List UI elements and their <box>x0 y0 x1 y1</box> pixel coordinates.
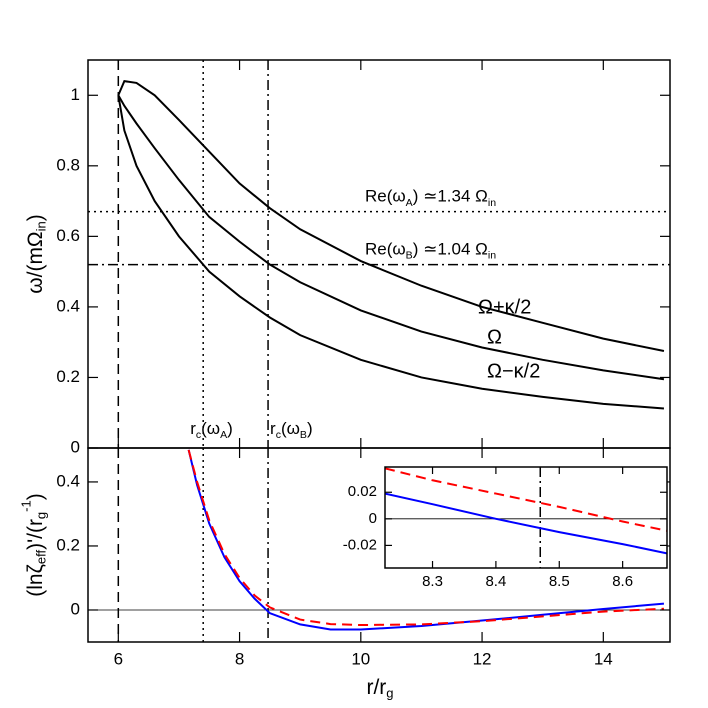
plot-frame <box>384 466 668 569</box>
y-axis-label-sup: -1 <box>19 500 34 512</box>
y-tick-label: 0 <box>71 437 80 456</box>
curve-label: Ω+κ/2 <box>478 296 531 318</box>
y-tick-label: 0.8 <box>56 155 80 174</box>
x-tick-label: 8.5 <box>549 573 570 590</box>
h-ref-label: Re(ωA​) ≃1.34 Ωin​ <box>365 187 496 208</box>
data-line <box>117 80 665 352</box>
v-ref-label-sub: A <box>220 429 227 441</box>
y-tick-label: 0.02 <box>348 483 377 500</box>
data-line <box>385 467 667 532</box>
h-ref-label-sub: in <box>488 197 496 209</box>
y-tick-label: 0.2 <box>56 367 80 386</box>
y-axis-label-part: )'/(r <box>24 519 47 550</box>
y-axis-label-part: (lnζ <box>24 564 47 597</box>
data-line <box>187 449 665 631</box>
x-axis-label: r/rg​ <box>366 676 393 701</box>
plot-frame <box>87 447 671 643</box>
y-axis-label: ω/(mΩin​) <box>24 214 49 294</box>
x-axis-label-part: r/r <box>366 676 386 699</box>
v-ref-label-sub: c <box>276 429 281 441</box>
x-tick-label: 10 <box>351 649 370 668</box>
y-tick-label: 0.4 <box>56 471 80 490</box>
y-tick-label: 0 <box>71 599 80 618</box>
h-ref-label-part: Re(ω <box>365 240 406 259</box>
h-ref-label-sub: in <box>488 249 496 261</box>
y-axis-label-part: ω/(mΩ <box>24 231 47 293</box>
v-ref-label-part: r <box>190 419 196 438</box>
v-ref-label: rc​(ωA​) <box>190 419 233 440</box>
y-tick-label: 0.2 <box>56 535 80 554</box>
panel <box>385 467 667 568</box>
x-tick-label: 8.3 <box>422 573 443 590</box>
y-axis-label-sub: in <box>34 221 49 231</box>
inset-background <box>385 467 667 568</box>
h-ref-label-sub: A <box>406 197 413 209</box>
x-tick-label: 14 <box>594 649 613 668</box>
x-tick-label: 8 <box>235 649 244 668</box>
y-tick-label: 0.6 <box>56 226 80 245</box>
y-tick-label: -0.02 <box>343 536 377 553</box>
v-ref-label-part: (ω <box>281 419 300 438</box>
h-ref-label: Re(ωB​) ≃1.04 Ωin​ <box>365 240 496 261</box>
v-ref-label-sub: c <box>196 429 201 441</box>
h-ref-label-part: ) ≃1.04 Ω <box>413 240 488 259</box>
x-tick-label: 8.6 <box>612 573 633 590</box>
x-tick-label: 6 <box>114 649 123 668</box>
x-tick-label: 8.4 <box>485 573 506 590</box>
curve-label: Ω <box>487 326 502 348</box>
v-ref-label: rc​(ωB​) <box>270 419 313 440</box>
data-line <box>385 492 667 555</box>
y-tick-label: 0 <box>369 510 377 527</box>
data-line <box>117 94 665 381</box>
v-ref-label-part: ) <box>227 419 233 438</box>
v-ref-label-part: (ω <box>201 419 220 438</box>
h-ref-label-part: ) ≃1.34 Ω <box>413 187 488 206</box>
v-ref-label-sub: B <box>300 429 307 441</box>
y-tick-label: 1 <box>71 85 80 104</box>
y-axis-label-part: ) <box>24 214 47 221</box>
panel <box>88 60 670 448</box>
data-line <box>187 449 664 627</box>
y-tick-label: 0.4 <box>56 296 80 315</box>
h-ref-label-sub: B <box>406 249 413 261</box>
data-line <box>117 95 665 410</box>
x-axis-label-sub: g <box>386 686 393 701</box>
curve-label: Ω−κ/2 <box>487 360 540 382</box>
v-ref-label-part: ) <box>307 419 313 438</box>
h-ref-label-part: Re(ω <box>365 187 406 206</box>
y-axis-label-sub: g <box>34 512 49 519</box>
panel <box>88 448 670 642</box>
y-axis-label-sub: eff <box>34 550 49 565</box>
x-tick-label: 12 <box>473 649 492 668</box>
y-axis-label: (lnζeff​)'/(rg​-1​) <box>19 493 49 597</box>
y-axis-label-part: ) <box>24 493 47 500</box>
v-ref-label-part: r <box>270 419 276 438</box>
